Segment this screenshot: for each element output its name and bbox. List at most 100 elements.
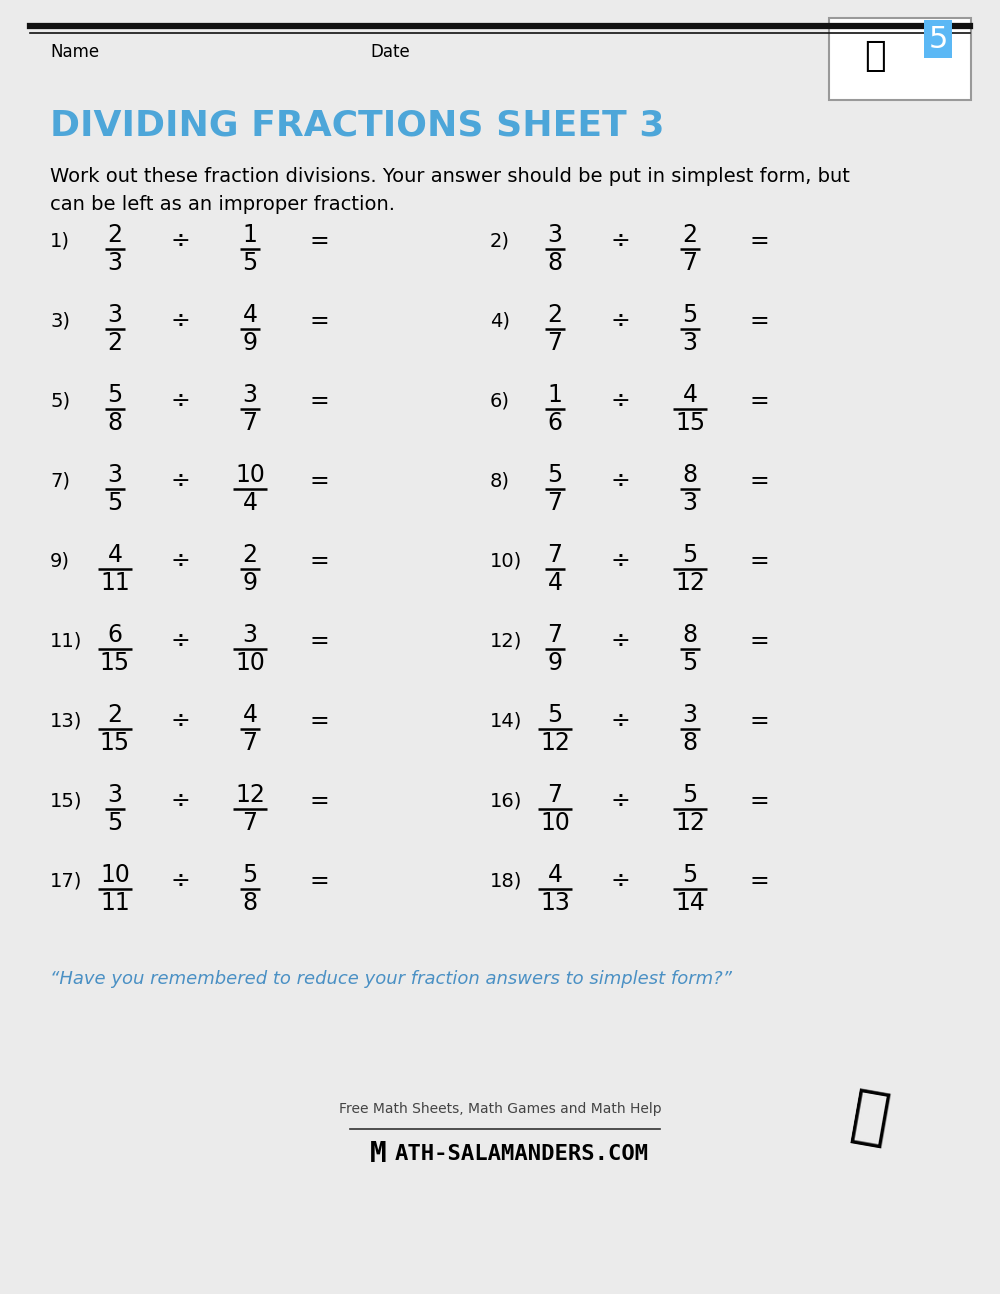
Text: Free Math Sheets, Math Games and Math Help: Free Math Sheets, Math Games and Math He… bbox=[339, 1102, 661, 1115]
Text: 7: 7 bbox=[548, 543, 562, 567]
Text: 7: 7 bbox=[242, 811, 258, 835]
Text: 5: 5 bbox=[107, 811, 123, 835]
Text: ÷: ÷ bbox=[610, 870, 630, 893]
Text: =: = bbox=[310, 709, 330, 732]
Text: 5: 5 bbox=[928, 25, 948, 53]
Text: 12): 12) bbox=[490, 631, 522, 651]
Text: 2: 2 bbox=[242, 543, 258, 567]
Text: ÷: ÷ bbox=[170, 229, 190, 254]
Text: ÷: ÷ bbox=[170, 870, 190, 893]
Text: =: = bbox=[310, 309, 330, 333]
Text: 10: 10 bbox=[235, 463, 265, 487]
Text: 15: 15 bbox=[100, 731, 130, 754]
Text: 🦎: 🦎 bbox=[864, 39, 886, 72]
Text: 8: 8 bbox=[682, 463, 698, 487]
Text: 8: 8 bbox=[682, 622, 698, 647]
Text: 3: 3 bbox=[682, 490, 698, 515]
Text: 2: 2 bbox=[108, 703, 122, 727]
Text: 15): 15) bbox=[50, 792, 82, 810]
Text: 11): 11) bbox=[50, 631, 82, 651]
Text: 12: 12 bbox=[675, 811, 705, 835]
Text: Name: Name bbox=[50, 43, 99, 61]
Text: 7): 7) bbox=[50, 471, 70, 490]
Text: 8: 8 bbox=[107, 411, 123, 435]
Text: 4: 4 bbox=[242, 490, 258, 515]
Text: =: = bbox=[750, 549, 770, 573]
Text: 15: 15 bbox=[100, 651, 130, 675]
Text: ÷: ÷ bbox=[610, 549, 630, 573]
Text: 9: 9 bbox=[548, 651, 562, 675]
Text: 4: 4 bbox=[548, 571, 562, 595]
Text: ATH-SALAMANDERS.COM: ATH-SALAMANDERS.COM bbox=[395, 1144, 649, 1165]
Text: 14: 14 bbox=[675, 892, 705, 915]
Text: 2: 2 bbox=[108, 223, 122, 247]
Text: =: = bbox=[750, 870, 770, 893]
Text: 3: 3 bbox=[682, 331, 698, 355]
Text: 2: 2 bbox=[682, 223, 698, 247]
Text: ÷: ÷ bbox=[170, 629, 190, 653]
Text: “Have you remembered to reduce your fraction answers to simplest form?”: “Have you remembered to reduce your frac… bbox=[50, 970, 732, 989]
Text: 2: 2 bbox=[548, 303, 562, 327]
Text: 11: 11 bbox=[100, 571, 130, 595]
Text: 5): 5) bbox=[50, 392, 70, 410]
Text: 3: 3 bbox=[108, 303, 122, 327]
Text: 5: 5 bbox=[242, 863, 258, 886]
Text: 10: 10 bbox=[100, 863, 130, 886]
Text: 13: 13 bbox=[540, 892, 570, 915]
Text: 13): 13) bbox=[50, 712, 82, 731]
Text: 10): 10) bbox=[490, 551, 522, 571]
Text: 5: 5 bbox=[107, 383, 123, 408]
Text: 12: 12 bbox=[540, 731, 570, 754]
Text: 8: 8 bbox=[547, 251, 563, 276]
Text: 3: 3 bbox=[548, 223, 562, 247]
Text: 5: 5 bbox=[682, 783, 698, 807]
Text: 4: 4 bbox=[242, 703, 258, 727]
Text: =: = bbox=[310, 468, 330, 493]
Text: 5: 5 bbox=[682, 651, 698, 675]
Text: 3: 3 bbox=[108, 251, 122, 276]
FancyBboxPatch shape bbox=[829, 18, 971, 100]
Text: ÷: ÷ bbox=[170, 468, 190, 493]
Text: 5: 5 bbox=[547, 703, 563, 727]
Text: 10: 10 bbox=[235, 651, 265, 675]
Text: ÷: ÷ bbox=[610, 309, 630, 333]
Text: 3: 3 bbox=[682, 703, 698, 727]
Text: 14): 14) bbox=[490, 712, 522, 731]
Text: 7: 7 bbox=[548, 783, 562, 807]
Text: 8: 8 bbox=[682, 731, 698, 754]
Text: 17): 17) bbox=[50, 871, 82, 890]
Text: ÷: ÷ bbox=[170, 789, 190, 813]
Text: 7: 7 bbox=[548, 622, 562, 647]
Text: 16): 16) bbox=[490, 792, 522, 810]
Text: Work out these fraction divisions. Your answer should be put in simplest form, b: Work out these fraction divisions. Your … bbox=[50, 167, 850, 185]
Text: ÷: ÷ bbox=[610, 389, 630, 413]
Text: =: = bbox=[750, 389, 770, 413]
Text: 10: 10 bbox=[540, 811, 570, 835]
Text: ÷: ÷ bbox=[170, 549, 190, 573]
Text: 7: 7 bbox=[682, 251, 698, 276]
Text: 5: 5 bbox=[242, 251, 258, 276]
Text: Date: Date bbox=[370, 43, 410, 61]
Text: M: M bbox=[370, 1140, 387, 1168]
Text: 11: 11 bbox=[100, 892, 130, 915]
Text: 5: 5 bbox=[547, 463, 563, 487]
Text: 15: 15 bbox=[675, 411, 705, 435]
Text: 5: 5 bbox=[682, 543, 698, 567]
Text: ÷: ÷ bbox=[170, 309, 190, 333]
Text: 7: 7 bbox=[548, 331, 562, 355]
Text: =: = bbox=[310, 549, 330, 573]
Text: ÷: ÷ bbox=[610, 629, 630, 653]
Text: ÷: ÷ bbox=[170, 709, 190, 732]
Text: 5: 5 bbox=[107, 490, 123, 515]
Text: 1): 1) bbox=[50, 232, 70, 251]
Text: 6: 6 bbox=[548, 411, 562, 435]
Text: 8: 8 bbox=[242, 892, 258, 915]
Text: 4: 4 bbox=[682, 383, 698, 408]
Text: 3: 3 bbox=[242, 622, 258, 647]
Text: =: = bbox=[310, 229, 330, 254]
Text: ÷: ÷ bbox=[610, 709, 630, 732]
Text: 7: 7 bbox=[548, 490, 562, 515]
Text: =: = bbox=[750, 789, 770, 813]
Text: 3): 3) bbox=[50, 312, 70, 330]
Text: =: = bbox=[750, 709, 770, 732]
